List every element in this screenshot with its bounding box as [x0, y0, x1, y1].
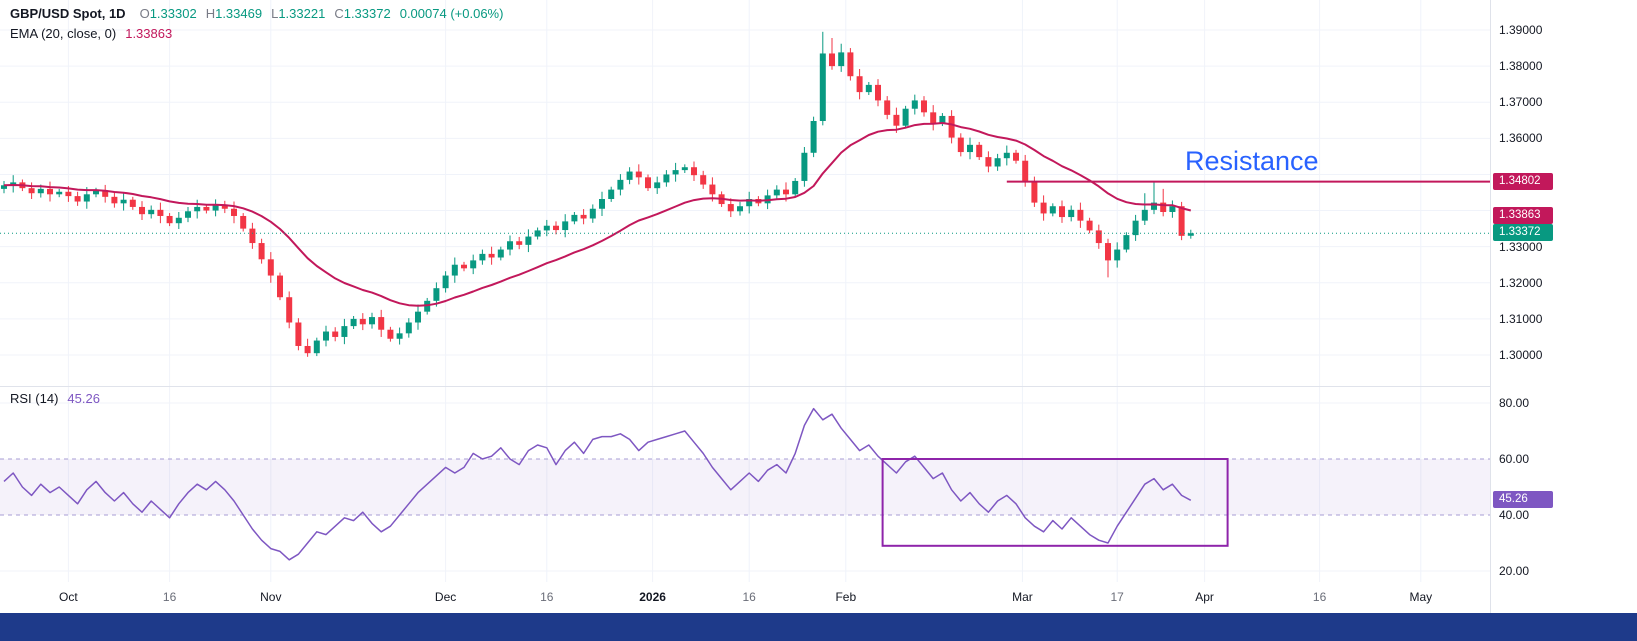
- rsi-panel-canvas[interactable]: [0, 386, 1490, 582]
- ema-indicator-label: EMA (20, close, 0): [10, 26, 117, 41]
- time-axis-label: 17: [1110, 590, 1124, 604]
- open-value: 1.33302: [149, 6, 197, 21]
- ema-legend-row[interactable]: EMA (20, close, 0) 1.33863: [10, 26, 172, 41]
- price-axis-label: 1.33000: [1499, 239, 1543, 254]
- time-axis[interactable]: Oct 16 Nov Dec 16 2026 16 Feb Mar 17 Apr 16 May: [0, 582, 1490, 613]
- time-axis-label: Nov: [260, 590, 282, 604]
- open-label: O: [139, 6, 150, 21]
- main-price-panel-canvas[interactable]: [0, 0, 1490, 386]
- time-axis-label: Feb: [835, 590, 857, 604]
- rsi-indicator-label: RSI (14): [10, 391, 59, 406]
- time-axis-label: Mar: [1012, 590, 1033, 604]
- time-axis-label: 16: [742, 590, 756, 604]
- price-axis-label: 1.37000: [1499, 95, 1543, 110]
- price-axis-label: 1.32000: [1499, 275, 1543, 290]
- rsi-axis-label: 20.00: [1499, 564, 1530, 578]
- time-axis-label: Oct: [59, 590, 78, 604]
- time-axis-label: Apr: [1195, 590, 1214, 604]
- high-value: 1.33469: [215, 6, 263, 21]
- rsi-band: [0, 459, 1490, 515]
- panel-resize-divider[interactable]: [0, 386, 1637, 387]
- time-axis-label: 2026: [639, 590, 666, 604]
- close-label: C: [334, 6, 344, 21]
- ema-line[interactable]: [3, 122, 1192, 307]
- ema-indicator-value: 1.33863: [125, 26, 173, 41]
- rsi-value-badge: 45.26: [1493, 491, 1553, 509]
- symbol-title: GBP/USD Spot, 1D: [10, 6, 126, 21]
- resistance-drawing-label[interactable]: Resistance: [1185, 146, 1319, 176]
- price-axis-label: 1.31000: [1499, 311, 1543, 326]
- time-axis-label: 16: [1312, 590, 1327, 604]
- high-label: H: [205, 6, 216, 21]
- rsi-indicator-value: 45.26: [67, 391, 100, 406]
- rsi-axis-label: 40.00: [1499, 508, 1530, 522]
- rsi-line[interactable]: [3, 407, 1192, 561]
- bottom-bar: [0, 613, 1637, 641]
- price-axis-label: 1.38000: [1499, 59, 1543, 74]
- time-axis-label: May: [1409, 590, 1433, 604]
- rsi-axis-label: 60.00: [1499, 452, 1530, 466]
- rsi-legend-row[interactable]: RSI (14) 45.26: [10, 391, 100, 406]
- price-axis-label: 1.36000: [1499, 131, 1543, 146]
- price-axis-label: 1.39000: [1499, 23, 1543, 37]
- price-axis-label: 1.30000: [1499, 348, 1543, 362]
- change-value: 0.00074 (+0.06%): [399, 6, 504, 21]
- price-badge: 1.33372: [1493, 224, 1553, 242]
- time-axis-label: Dec: [434, 590, 457, 604]
- low-label: L: [271, 6, 279, 21]
- close-value: 1.33372: [343, 6, 391, 21]
- time-axis-label: 16: [162, 590, 177, 604]
- rsi-box-drawing[interactable]: [881, 458, 1229, 547]
- price-axis[interactable]: 1.39000 1.38000 1.37000 1.36000 1.33000 1.320…: [1490, 0, 1637, 613]
- candles-series: [1, 31, 1194, 357]
- symbol-legend-row[interactable]: GBP/USD Spot, 1D O1.33302 H1.33469 L1.33221…: [10, 6, 503, 21]
- time-axis-label: 16: [540, 590, 554, 604]
- low-value: 1.33221: [278, 6, 326, 21]
- price-badge: 1.33863: [1493, 206, 1553, 224]
- rsi-axis-label: 80.00: [1499, 396, 1530, 410]
- price-badge: 1.34802: [1493, 172, 1553, 190]
